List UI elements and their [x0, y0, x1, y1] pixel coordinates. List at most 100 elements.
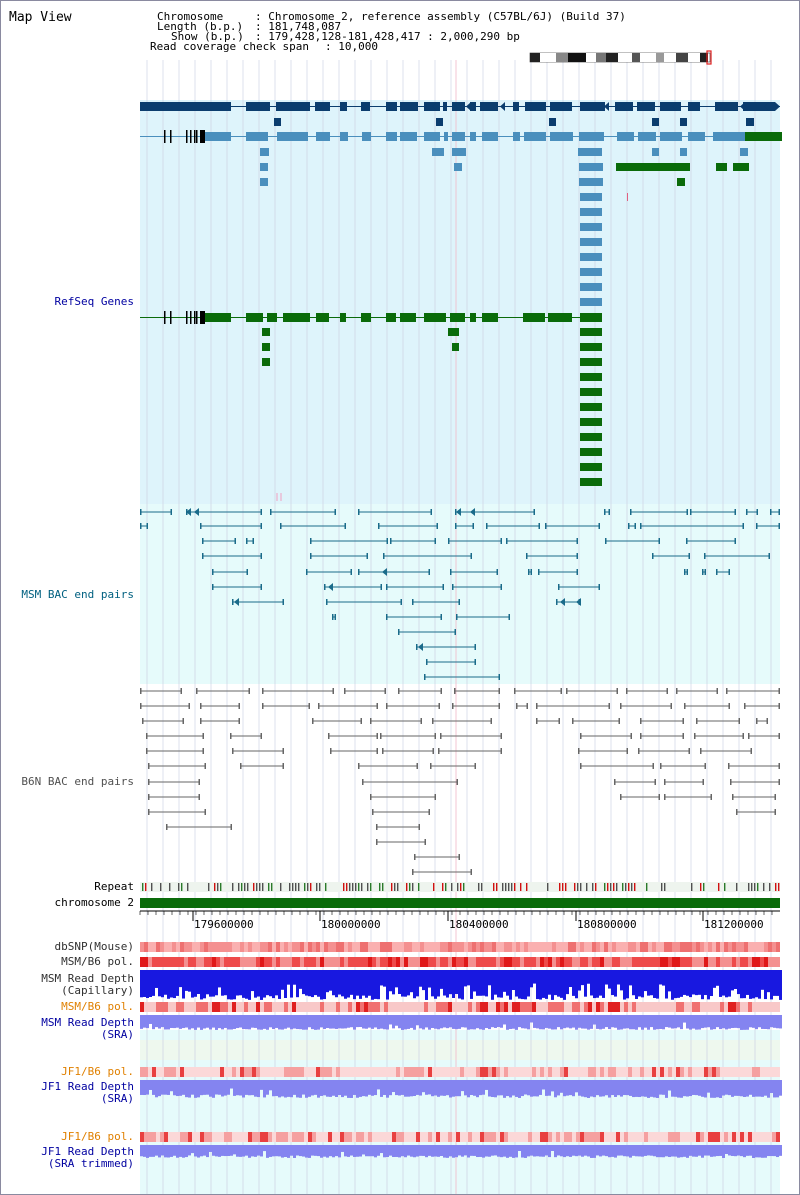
b6n-bac-pair-end [438, 748, 440, 754]
heatmap-cell [660, 1067, 664, 1077]
heatmap-cell [236, 1002, 240, 1012]
heatmap-cell [216, 1067, 220, 1077]
b6n-bac-pair-end [428, 809, 430, 815]
depth-bar [272, 970, 275, 999]
gene-tick [200, 311, 205, 324]
b6n-bac-pair-end [372, 809, 374, 815]
msm-bac-pair-end [545, 523, 547, 529]
axis-tick-label: 181200000 [704, 918, 764, 931]
heatmap-cell [224, 1132, 228, 1142]
heatmap-cell [248, 957, 252, 967]
b6n-bac-pair-end [198, 779, 200, 785]
gene-exon [444, 132, 448, 141]
heatmap-cell [360, 1067, 364, 1077]
heatmap-cell [636, 957, 640, 967]
heatmap-cell [156, 942, 160, 952]
depth-bar [503, 1080, 506, 1098]
heatmap-cell [616, 957, 620, 967]
depth-bar [341, 970, 344, 997]
refseq-genes-label[interactable]: RefSeq Genes [54, 295, 134, 308]
heatmap-cell [752, 1067, 756, 1077]
depth-bar [719, 1015, 722, 1030]
heatmap-cell [220, 1132, 224, 1142]
b6n-bac-pair-end [376, 824, 378, 830]
depth-bar [311, 1080, 314, 1096]
heatmap-cell [768, 1002, 772, 1012]
repeat-element [391, 883, 393, 891]
depth-bar [452, 1080, 455, 1097]
depth-bar [407, 970, 410, 996]
heatmap-cell [748, 942, 752, 952]
depth-bar [578, 1145, 581, 1156]
depth-bar [761, 1015, 764, 1029]
heatmap-cell [224, 1067, 228, 1077]
repeat-element [412, 883, 414, 891]
heatmap-cell [460, 1002, 464, 1012]
heatmap-cell [272, 1002, 276, 1012]
msm-bac-pair-end [252, 538, 254, 544]
depth-bar [497, 970, 500, 998]
msm-bac-pair-end [140, 523, 142, 529]
heatmap-cell [556, 957, 560, 967]
b6n-bac-pair-end [526, 703, 528, 709]
depth-bar [692, 970, 695, 995]
gene-exon [452, 343, 459, 351]
depth-bar [239, 1015, 242, 1028]
gene-arrow [528, 102, 533, 111]
heatmap-cell [352, 942, 356, 952]
repeat-element [592, 883, 594, 891]
depth-bar [665, 1145, 668, 1157]
depth-bar [716, 1080, 719, 1098]
depth-bar [419, 1080, 422, 1096]
repeat-element [397, 883, 399, 891]
ideogram-band [700, 53, 708, 62]
depth-bar [512, 1080, 515, 1096]
repeat-element [262, 883, 264, 891]
heatmap-cell [760, 942, 764, 952]
depth-bar [266, 1015, 269, 1030]
heatmap-cell [636, 1002, 640, 1012]
heatmap-cell [772, 1132, 776, 1142]
gene-exon [660, 102, 681, 111]
depth-bar [671, 1145, 674, 1157]
repeat-element [214, 883, 216, 891]
depth-bar [290, 1080, 293, 1098]
b6n-bac-pair-end [362, 779, 364, 785]
gene-arrow [466, 102, 471, 111]
gene-arrow [740, 102, 745, 111]
heatmap-cell [360, 942, 364, 952]
gene-exon [316, 313, 329, 322]
depth-bar [545, 970, 548, 999]
depth-bar [572, 1145, 575, 1156]
depth-bar [239, 1145, 242, 1157]
heatmap-cell [164, 957, 168, 967]
heatmap-cell [160, 1067, 164, 1077]
depth-bar [362, 1080, 365, 1097]
b6n-bac-pair-end [454, 688, 456, 694]
depth-bar [593, 1015, 596, 1025]
heatmap-cell [644, 942, 648, 952]
depth-bar [182, 1015, 185, 1029]
gene-exon [262, 328, 270, 336]
depth-bar [284, 970, 287, 999]
depth-bar [167, 1015, 170, 1030]
b6n-bac-label[interactable]: B6N BAC end pairs [21, 775, 134, 788]
gene-exon [740, 148, 748, 156]
gene-exon [450, 313, 465, 322]
depth-bar [311, 970, 314, 998]
msm-bac-label[interactable]: MSM BAC end pairs [21, 588, 134, 601]
heatmap-cell [216, 1132, 220, 1142]
depth-bar [488, 1080, 491, 1097]
heatmap-cell [316, 957, 320, 967]
show-value: : 179,428,128-181,428,417 : 2,000,290 bp [255, 30, 520, 43]
heatmap-cell [148, 942, 152, 952]
heatmap-cell [740, 1067, 744, 1077]
depth-bar [278, 970, 281, 999]
heatmap-cell [760, 1132, 764, 1142]
heatmap-cell [176, 1002, 180, 1012]
heatmap-cell [416, 957, 420, 967]
heatmap-cell [488, 1132, 492, 1142]
heatmap-cell [184, 1132, 188, 1142]
gene-exon [617, 132, 634, 141]
